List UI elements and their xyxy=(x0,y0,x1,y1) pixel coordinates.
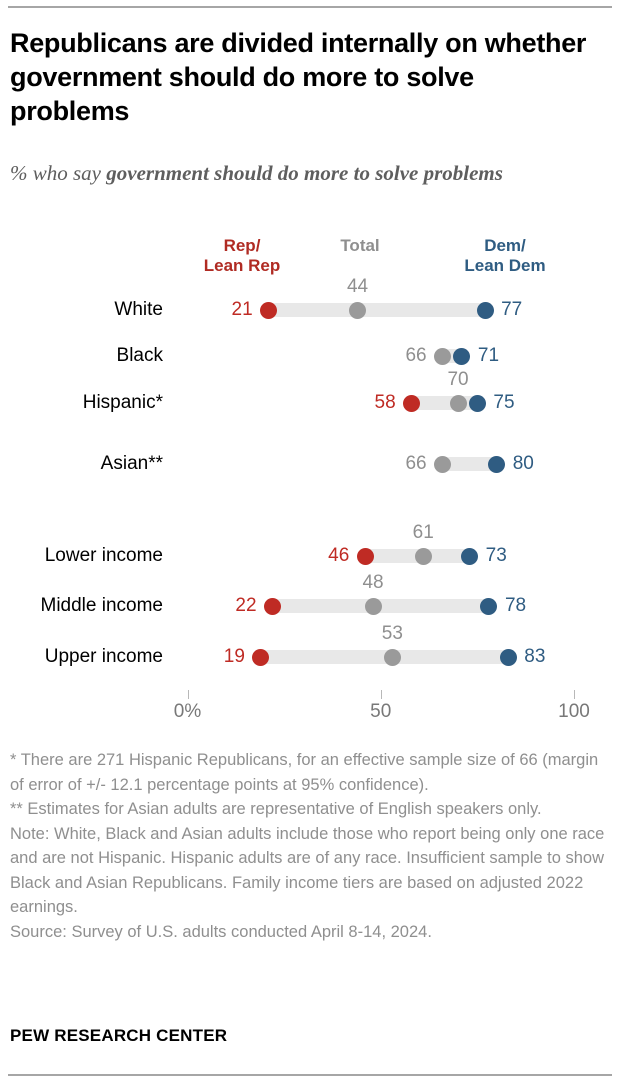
rep-dot xyxy=(356,547,374,565)
dem-value-label: 75 xyxy=(493,392,515,413)
rep-dot xyxy=(260,301,278,319)
footnotes: * There are 271 Hispanic Republicans, fo… xyxy=(10,748,610,944)
dem-value-label: 73 xyxy=(485,545,507,566)
legend-total-label: Total xyxy=(340,236,380,255)
dem-dot xyxy=(488,455,506,473)
dem-value-label: 80 xyxy=(512,453,534,474)
row-label: Black xyxy=(116,345,163,366)
total-value-label: 48 xyxy=(362,572,384,593)
axis-tick-label: 100 xyxy=(558,701,590,722)
total-dot xyxy=(383,648,401,666)
total-value-label: 70 xyxy=(447,369,469,390)
dem-dot xyxy=(499,648,517,666)
total-dot xyxy=(364,597,382,615)
legend-dem-label: Dem/ Lean Dem xyxy=(464,236,546,275)
row-label: Hispanic* xyxy=(82,392,163,413)
rep-dot xyxy=(252,648,270,666)
dem-value-label: 71 xyxy=(477,345,500,366)
footnote-asian: ** Estimates for Asian adults are repres… xyxy=(10,800,542,818)
range-track xyxy=(411,396,478,410)
total-dot xyxy=(434,455,452,473)
page-title: Republicans are divided internally on wh… xyxy=(10,28,587,126)
rep-value-label: 21 xyxy=(231,299,253,320)
row-label: Asian** xyxy=(100,453,163,474)
rep-value-label: 19 xyxy=(223,646,245,667)
top-divider xyxy=(8,6,612,8)
footnote-hispanic: * There are 271 Hispanic Republicans, fo… xyxy=(10,751,599,794)
row-label: White xyxy=(114,299,163,320)
total-value-label: 61 xyxy=(412,522,434,543)
range-track xyxy=(442,457,497,471)
dem-dot xyxy=(461,547,479,565)
axis-tick-label: 0% xyxy=(173,701,202,722)
total-value-label: 66 xyxy=(405,453,427,474)
subtitle-emphasis: government should do more to solve probl… xyxy=(106,161,503,185)
dem-value-label: 78 xyxy=(504,595,527,616)
total-dot xyxy=(434,347,452,365)
total-dot xyxy=(349,301,367,319)
row-label: Middle income xyxy=(40,595,164,616)
page-subtitle: % who say government should do more to s… xyxy=(10,160,590,187)
axis-tick xyxy=(187,690,189,699)
source-line: Source: Survey of U.S. adults conducted … xyxy=(10,922,432,941)
row-label: Lower income xyxy=(44,545,163,566)
range-track xyxy=(268,303,486,317)
total-dot xyxy=(449,394,467,412)
rep-dot xyxy=(403,394,421,412)
row-label: Upper income xyxy=(44,646,163,667)
total-value-label: 44 xyxy=(346,276,369,297)
rep-value-label: 58 xyxy=(374,392,396,413)
dem-value-label: 83 xyxy=(524,646,546,667)
dem-dot xyxy=(476,301,494,319)
total-dot xyxy=(414,547,432,565)
dem-dot xyxy=(453,347,471,365)
dem-dot xyxy=(468,394,486,412)
total-value-label: 66 xyxy=(405,345,427,366)
brand-label: PEW RESEARCH CENTER xyxy=(10,1026,228,1045)
legend-rep-label: Rep/ Lean Rep xyxy=(203,236,281,275)
dem-value-label: 77 xyxy=(501,299,523,320)
rep-value-label: 46 xyxy=(328,545,350,566)
note-general: Note: White, Black and Asian adults incl… xyxy=(10,824,605,917)
axis-tick-label: 50 xyxy=(370,701,392,722)
rep-dot xyxy=(264,597,282,615)
rep-value-label: 22 xyxy=(235,595,257,616)
axis-tick xyxy=(380,690,382,699)
total-value-label: 53 xyxy=(381,623,403,644)
axis-tick xyxy=(574,690,575,699)
dem-dot xyxy=(480,597,498,615)
bottom-divider xyxy=(8,1074,612,1076)
subtitle-lead: % who say xyxy=(10,161,107,185)
